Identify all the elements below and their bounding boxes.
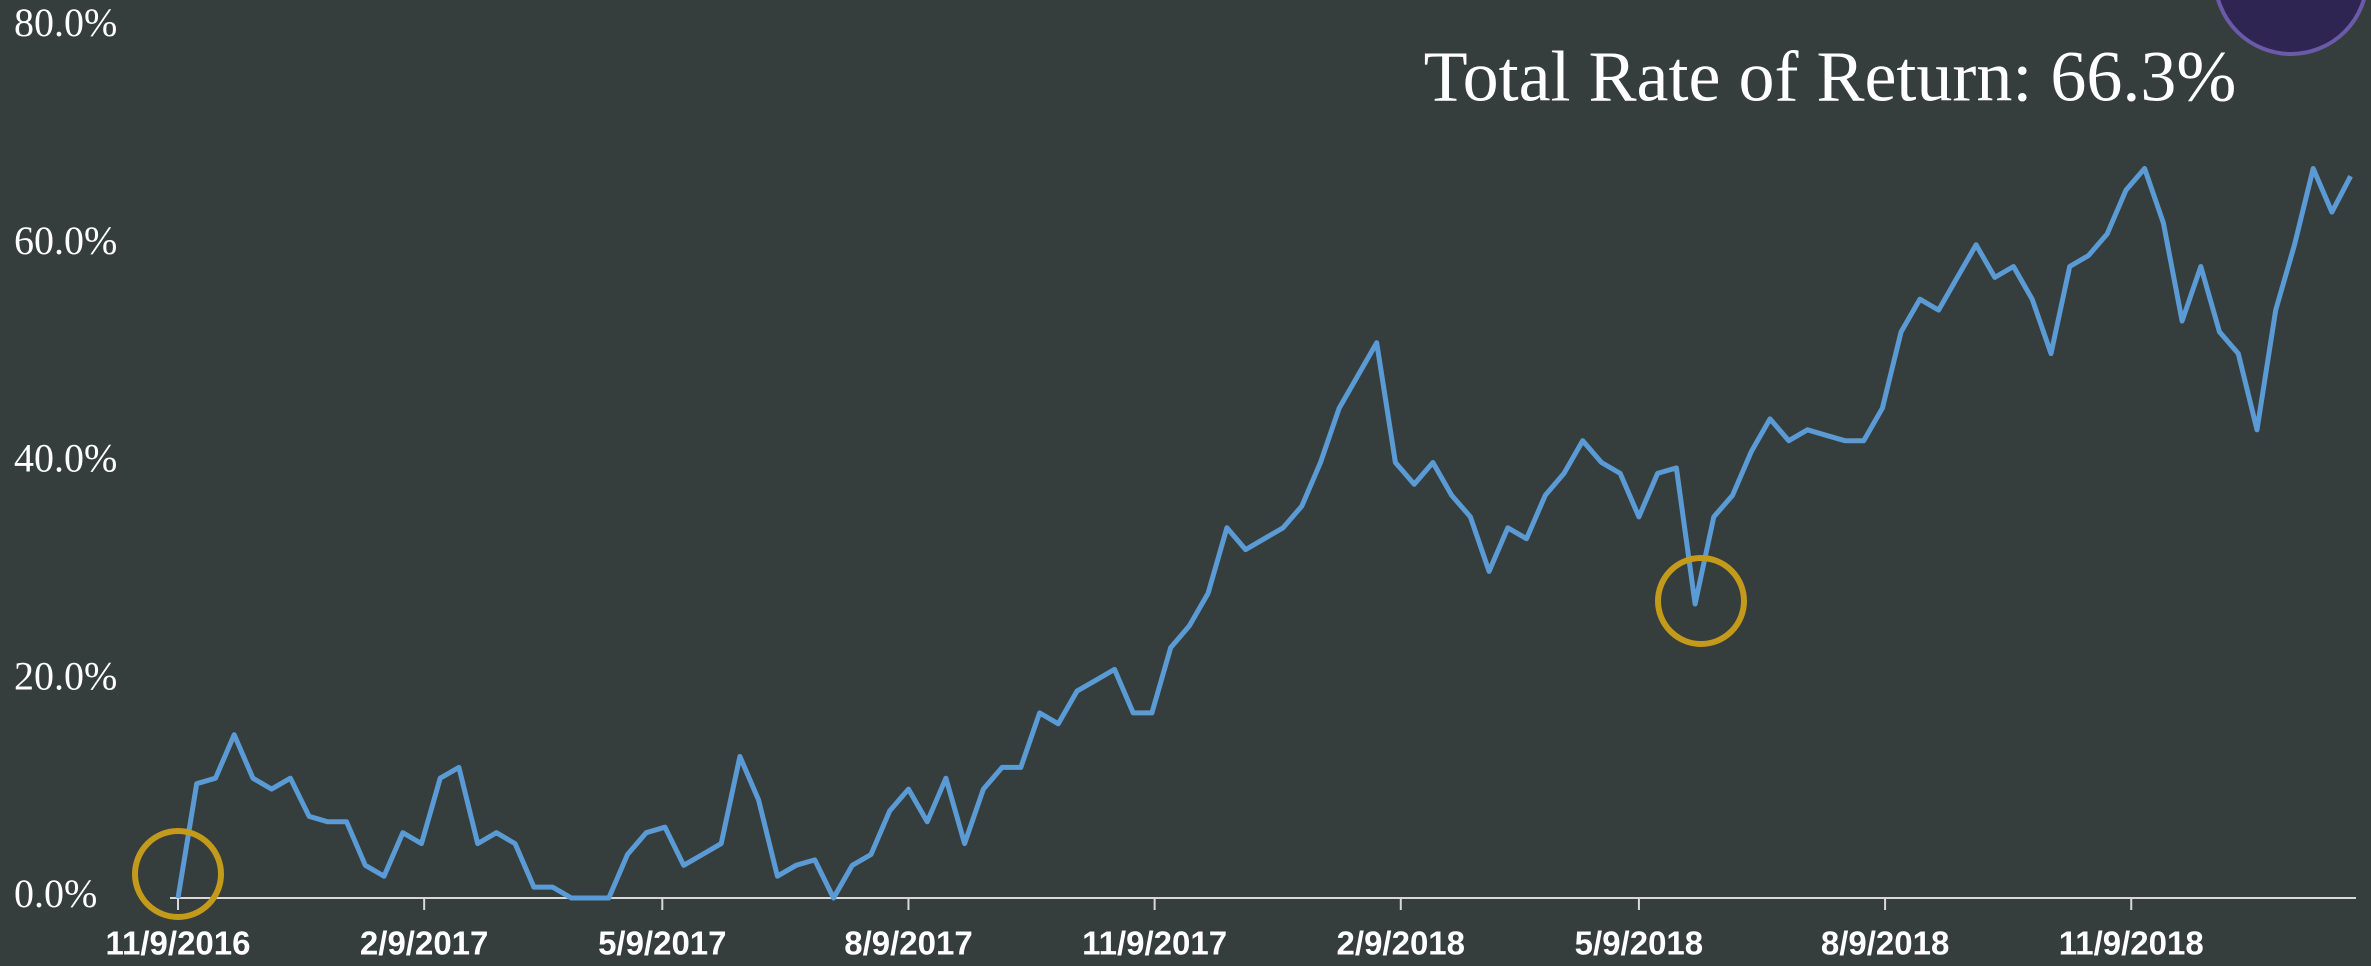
line-series: [175, 166, 2353, 901]
x-tick-label: 11/9/2016: [106, 925, 251, 962]
x-tick-label: 8/9/2018: [1821, 925, 1949, 962]
x-tick-label: 5/9/2017: [598, 925, 726, 962]
y-tick-label: 80.0%: [14, 0, 117, 45]
x-tick-label: 2/9/2018: [1337, 925, 1465, 962]
x-tick-label: 11/9/2017: [1082, 925, 1227, 962]
logo-circle: [2216, 0, 2366, 56]
y-tick-label: 40.0%: [14, 436, 117, 481]
plot-area: 0.0% 20.0% 40.0% 60.0% 80.0% 11/9/2016 2/9/201…: [14, 0, 2356, 962]
x-tick-label: 11/9/2018: [2059, 925, 2204, 962]
y-tick-label: 60.0%: [14, 218, 117, 263]
x-tick-label: 5/9/2018: [1575, 925, 1703, 962]
x-tick-label: 2/9/2017: [360, 925, 488, 962]
highlight-circle: [1655, 555, 1747, 647]
annotation: Total Rate of Return: 66.3%: [1424, 37, 2237, 117]
x-tick-label: 8/9/2017: [844, 925, 972, 962]
y-tick-label: 20.0%: [14, 653, 117, 698]
y-tick-label: 0.0%: [14, 871, 97, 916]
highlight-circle: [132, 828, 224, 920]
